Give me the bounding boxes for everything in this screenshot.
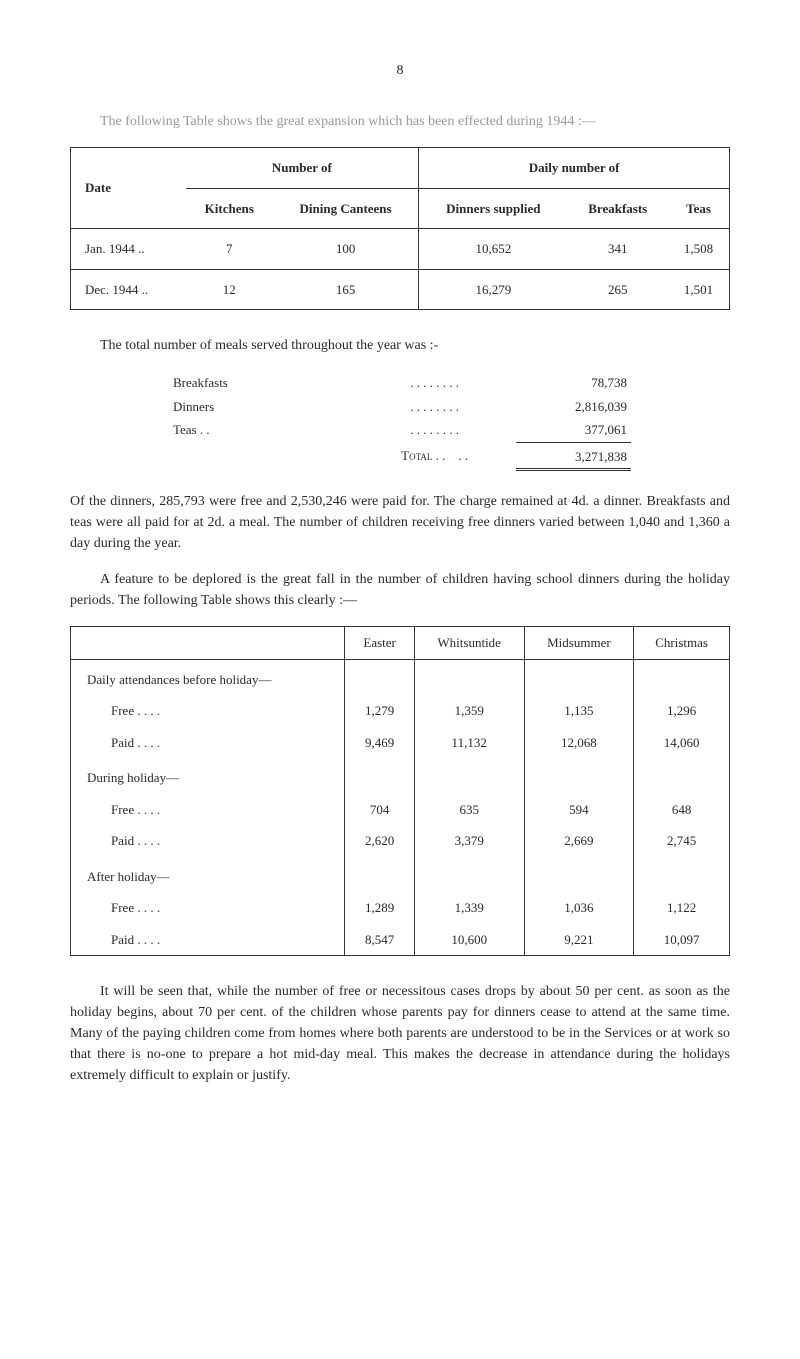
col-christmas: Christmas xyxy=(634,627,730,660)
cell: 1,279 xyxy=(345,695,414,727)
section-heading: During holiday— xyxy=(71,758,730,794)
totals-intro: The total number of meals served through… xyxy=(70,335,730,356)
intro-paragraph: The following Table shows the great expa… xyxy=(70,111,730,132)
value: 78,738 xyxy=(516,371,632,395)
cell: 12 xyxy=(186,269,273,310)
cell: 1,359 xyxy=(414,695,524,727)
row-label: Free . . . . xyxy=(71,695,345,727)
expansion-table: Date Number of Daily number of Kitchens … xyxy=(70,147,730,310)
total-item: Breakfasts . . . . . . . . 78,738 xyxy=(169,371,631,395)
row-label: Free . . . . xyxy=(71,794,345,826)
cell: 100 xyxy=(273,229,419,270)
group-number-of: Number of xyxy=(186,148,419,189)
cell: 1,501 xyxy=(668,269,729,310)
cell: 341 xyxy=(567,229,668,270)
table-row: Dec. 1944 .. 12 165 16,279 265 1,501 xyxy=(71,269,730,310)
cell: 1,339 xyxy=(414,892,524,924)
dots: . . . . . . . . xyxy=(354,371,516,395)
group-daily-number-of: Daily number of xyxy=(419,148,730,189)
total-row: Total . . . . 3,271,838 xyxy=(169,442,631,470)
cell: 1,036 xyxy=(524,892,634,924)
col-easter: Easter xyxy=(345,627,414,660)
row-label: Free . . . . xyxy=(71,892,345,924)
total-item: Teas . . . . . . . . . . 377,061 xyxy=(169,418,631,442)
table-row: Paid . . . . 9,469 11,132 12,068 14,060 xyxy=(71,727,730,759)
label: Breakfasts xyxy=(169,371,354,395)
row-label: Paid . . . . xyxy=(71,727,345,759)
col-kitchens: Kitchens xyxy=(186,188,273,229)
cell: 1,296 xyxy=(634,695,730,727)
total-value: 3,271,838 xyxy=(516,442,632,470)
cell: 1,122 xyxy=(634,892,730,924)
cell: 10,600 xyxy=(414,924,524,956)
dots: . . . . . . . . xyxy=(354,395,516,419)
label: Teas . . xyxy=(169,418,354,442)
cell-date: Dec. 1944 .. xyxy=(71,269,186,310)
cell: 8,547 xyxy=(345,924,414,956)
col-dining-canteens: Dining Canteens xyxy=(273,188,419,229)
cell: 16,279 xyxy=(419,269,568,310)
paragraph-2: Of the dinners, 285,793 were free and 2,… xyxy=(70,491,730,554)
cell: 2,745 xyxy=(634,825,730,857)
total-label: Total . . . . xyxy=(354,442,516,470)
totals-list: Breakfasts . . . . . . . . 78,738 Dinner… xyxy=(169,371,631,471)
cell-date: Jan. 1944 .. xyxy=(71,229,186,270)
section-title: During holiday— xyxy=(71,758,345,794)
cell: 14,060 xyxy=(634,727,730,759)
col-date: Date xyxy=(71,148,186,229)
paragraph-3: A feature to be deplored is the great fa… xyxy=(70,569,730,611)
col-breakfasts: Breakfasts xyxy=(567,188,668,229)
cell: 3,379 xyxy=(414,825,524,857)
label: Dinners xyxy=(169,395,354,419)
label xyxy=(169,442,354,470)
cell: 11,132 xyxy=(414,727,524,759)
dots: . . . . . . . . xyxy=(354,418,516,442)
cell: 704 xyxy=(345,794,414,826)
cell: 1,135 xyxy=(524,695,634,727)
row-label: Paid . . . . xyxy=(71,825,345,857)
section-heading: After holiday— xyxy=(71,857,730,893)
table-row: Free . . . . 1,289 1,339 1,036 1,122 xyxy=(71,892,730,924)
value: 2,816,039 xyxy=(516,395,632,419)
col-whitsuntide: Whitsuntide xyxy=(414,627,524,660)
cell: 265 xyxy=(567,269,668,310)
col-blank xyxy=(71,627,345,660)
cell: 9,221 xyxy=(524,924,634,956)
cell: 635 xyxy=(414,794,524,826)
cell: 10,652 xyxy=(419,229,568,270)
page-number: 8 xyxy=(70,60,730,81)
table-row: Paid . . . . 2,620 3,379 2,669 2,745 xyxy=(71,825,730,857)
row-label: Paid . . . . xyxy=(71,924,345,956)
cell: 7 xyxy=(186,229,273,270)
table-row: Free . . . . 704 635 594 648 xyxy=(71,794,730,826)
cell: 165 xyxy=(273,269,419,310)
section-title: After holiday— xyxy=(71,857,345,893)
intro-text: The following Table shows the great expa… xyxy=(100,114,596,129)
cell: 648 xyxy=(634,794,730,826)
col-teas: Teas xyxy=(668,188,729,229)
paragraph-4: It will be seen that, while the number o… xyxy=(70,981,730,1086)
col-dinners-supplied: Dinners supplied xyxy=(419,188,568,229)
cell: 1,508 xyxy=(668,229,729,270)
attendance-table: Easter Whitsuntide Midsummer Christmas D… xyxy=(70,626,730,956)
cell: 2,620 xyxy=(345,825,414,857)
section-title: Daily attendances before holiday— xyxy=(71,659,345,695)
value: 377,061 xyxy=(516,418,632,442)
cell: 2,669 xyxy=(524,825,634,857)
section-heading: Daily attendances before holiday— xyxy=(71,659,730,695)
cell: 9,469 xyxy=(345,727,414,759)
cell: 594 xyxy=(524,794,634,826)
table-row: Paid . . . . 8,547 10,600 9,221 10,097 xyxy=(71,924,730,956)
table-row: Jan. 1944 .. 7 100 10,652 341 1,508 xyxy=(71,229,730,270)
table-row: Free . . . . 1,279 1,359 1,135 1,296 xyxy=(71,695,730,727)
cell: 10,097 xyxy=(634,924,730,956)
col-midsummer: Midsummer xyxy=(524,627,634,660)
cell: 1,289 xyxy=(345,892,414,924)
cell: 12,068 xyxy=(524,727,634,759)
total-item: Dinners . . . . . . . . 2,816,039 xyxy=(169,395,631,419)
